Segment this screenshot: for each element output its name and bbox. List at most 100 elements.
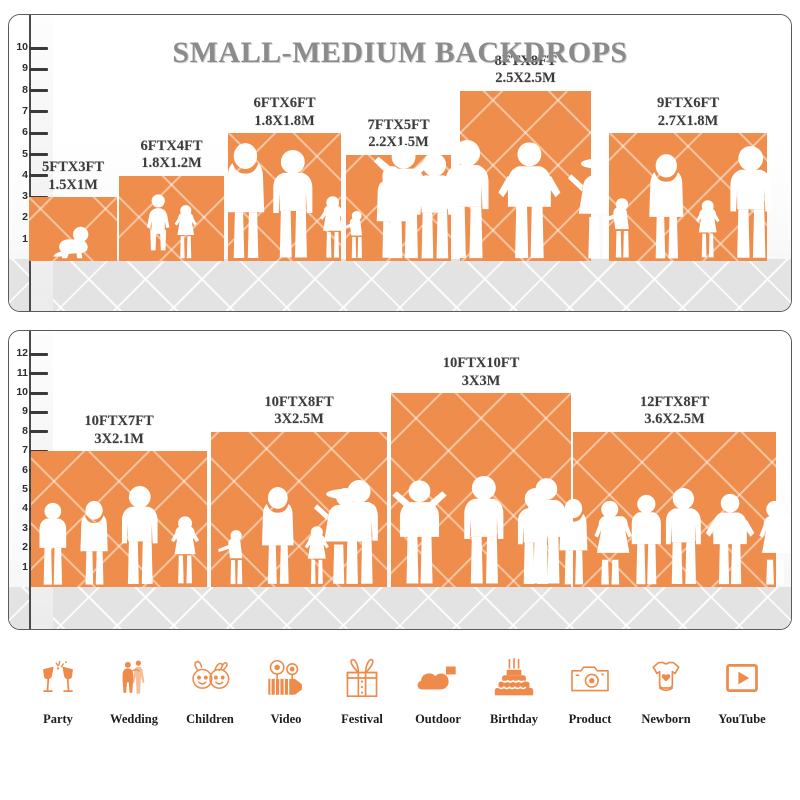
ruler-tick bbox=[29, 352, 48, 356]
ruler-tick-label: 4 bbox=[22, 168, 28, 181]
person-silhouette-group bbox=[518, 488, 791, 585]
person-silhouette bbox=[694, 199, 721, 259]
use-case-label: Party bbox=[43, 712, 73, 726]
use-case-wedding[interactable]: Wedding bbox=[96, 652, 172, 727]
bar-size-meters: 1.8X1.8M bbox=[254, 112, 315, 129]
use-case-label: Wedding bbox=[110, 712, 158, 726]
person-silhouette bbox=[217, 529, 252, 585]
person-silhouette bbox=[756, 500, 791, 585]
video-icon[interactable] bbox=[263, 652, 309, 704]
ruler-tick-label: 2 bbox=[22, 211, 28, 224]
ruler-tick-label: 6 bbox=[22, 463, 28, 476]
bar-size-feet: 8FTX8FT bbox=[494, 52, 557, 69]
person-silhouette bbox=[515, 488, 556, 585]
bar-size-feet: 5FTX3FT bbox=[41, 159, 105, 176]
bar-size-meters: 1.8X1.2M bbox=[141, 155, 202, 172]
person-silhouette bbox=[258, 486, 298, 585]
person-silhouette bbox=[388, 476, 451, 585]
person-silhouette bbox=[601, 197, 639, 259]
backdrop-size-bar bbox=[29, 197, 117, 261]
bar-size-label: 8FTX8FT 2.5X2.5M bbox=[456, 53, 596, 88]
floor-surface-bottom bbox=[9, 587, 791, 629]
bar-size-feet: 7FTX5FT bbox=[367, 116, 430, 133]
bar-size-meters: 3X2.1M bbox=[94, 430, 144, 447]
person-silhouette bbox=[556, 498, 591, 585]
wedding-icon[interactable] bbox=[113, 652, 155, 704]
ruler-tick bbox=[29, 131, 48, 135]
use-case-birthday[interactable]: Birthday bbox=[476, 652, 552, 727]
person-silhouette bbox=[270, 150, 316, 259]
ruler-tick-label: 10 bbox=[16, 386, 28, 398]
person-silhouette bbox=[340, 210, 370, 259]
bar-size-meters: 1.5X1M bbox=[48, 176, 98, 193]
use-case-video[interactable]: Video bbox=[248, 652, 324, 727]
floor-surface-top bbox=[9, 259, 791, 311]
person-silhouette bbox=[727, 146, 774, 259]
bar-size-label: 10FTX10FT 3X3M bbox=[411, 355, 551, 390]
person-silhouette bbox=[704, 492, 756, 585]
ruler-tick bbox=[29, 89, 48, 93]
person-silhouette bbox=[645, 153, 688, 260]
bar-size-label: 6FTX4FT 1.8X1.2M bbox=[102, 138, 242, 173]
ruler-tick-label: 1 bbox=[22, 232, 28, 245]
use-case-product[interactable]: Product bbox=[552, 652, 628, 727]
newborn-icon[interactable] bbox=[646, 652, 686, 704]
floor-hatch-pattern bbox=[9, 259, 791, 311]
use-case-label: Children bbox=[186, 712, 234, 726]
person-silhouette bbox=[119, 486, 161, 585]
bar-size-meters: 3.6X2.5M bbox=[644, 411, 705, 428]
bar-size-label: 9FTX6FT 2.7X1.8M bbox=[618, 95, 758, 130]
bar-size-feet: 10FTX10FT bbox=[442, 355, 520, 371]
use-case-label: Festival bbox=[341, 712, 383, 726]
product-icon[interactable] bbox=[568, 652, 612, 704]
person-silhouette bbox=[369, 140, 438, 259]
ruler-tick-label: 5 bbox=[22, 147, 28, 160]
person-silhouette bbox=[318, 195, 347, 259]
ruler-spine bbox=[29, 15, 31, 311]
person-silhouette-group bbox=[29, 225, 117, 259]
ruler-tick-label: 12 bbox=[16, 347, 28, 360]
use-case-icon-row: Party Wedding Children Video Fe bbox=[0, 652, 800, 762]
bar-size-label: 6FTX6FT 1.8X1.8M bbox=[215, 95, 355, 130]
use-case-label: Product bbox=[568, 712, 612, 726]
use-case-label: YouTube bbox=[718, 712, 766, 726]
ruler-tick-label: 8 bbox=[22, 83, 28, 96]
bar-size-meters: 3X3M bbox=[461, 372, 501, 389]
use-case-label: Outdoor bbox=[415, 712, 461, 726]
birthday-icon[interactable] bbox=[493, 652, 535, 704]
use-case-party[interactable]: Party bbox=[20, 652, 96, 727]
use-case-label: Newborn bbox=[641, 712, 691, 726]
page-title: SMALL-MEDIUM BACKDROPS bbox=[172, 36, 628, 69]
outdoor-icon[interactable] bbox=[415, 652, 461, 704]
person-silhouette bbox=[461, 476, 507, 585]
festival-icon[interactable] bbox=[342, 652, 382, 704]
youtube-icon[interactable] bbox=[723, 652, 761, 704]
use-case-festival[interactable]: Festival bbox=[324, 652, 400, 727]
use-case-children[interactable]: Children bbox=[172, 652, 248, 727]
bar-size-label: 12FTX8FT 3.6X2.5M bbox=[605, 394, 745, 429]
person-silhouette bbox=[37, 502, 69, 585]
bar-size-meters: 2.7X1.8M bbox=[657, 112, 719, 129]
use-case-youtube[interactable]: YouTube bbox=[704, 652, 780, 727]
ruler-tick bbox=[29, 174, 48, 178]
party-icon[interactable] bbox=[37, 652, 79, 704]
person-silhouette bbox=[663, 488, 704, 585]
ruler-tick-label: 3 bbox=[22, 190, 28, 203]
children-icon[interactable] bbox=[188, 652, 232, 704]
bar-size-label: 10FTX7FT 3X2.1M bbox=[49, 413, 189, 448]
use-case-outdoor[interactable]: Outdoor bbox=[400, 652, 476, 727]
bar-size-feet: 6FTX4FT bbox=[140, 137, 203, 154]
ruler-tick bbox=[29, 46, 48, 50]
person-silhouette bbox=[169, 515, 201, 585]
ruler-strip bbox=[29, 15, 53, 311]
bar-size-feet: 12FTX8FT bbox=[639, 393, 710, 410]
person-silhouette bbox=[303, 525, 331, 585]
person-silhouette bbox=[145, 193, 171, 259]
person-silhouette bbox=[50, 225, 96, 259]
ruler-tick bbox=[29, 67, 48, 71]
use-case-newborn[interactable]: Newborn bbox=[628, 652, 704, 727]
person-silhouette bbox=[222, 142, 269, 259]
ruler-spine bbox=[29, 331, 31, 629]
person-silhouette bbox=[442, 139, 492, 259]
